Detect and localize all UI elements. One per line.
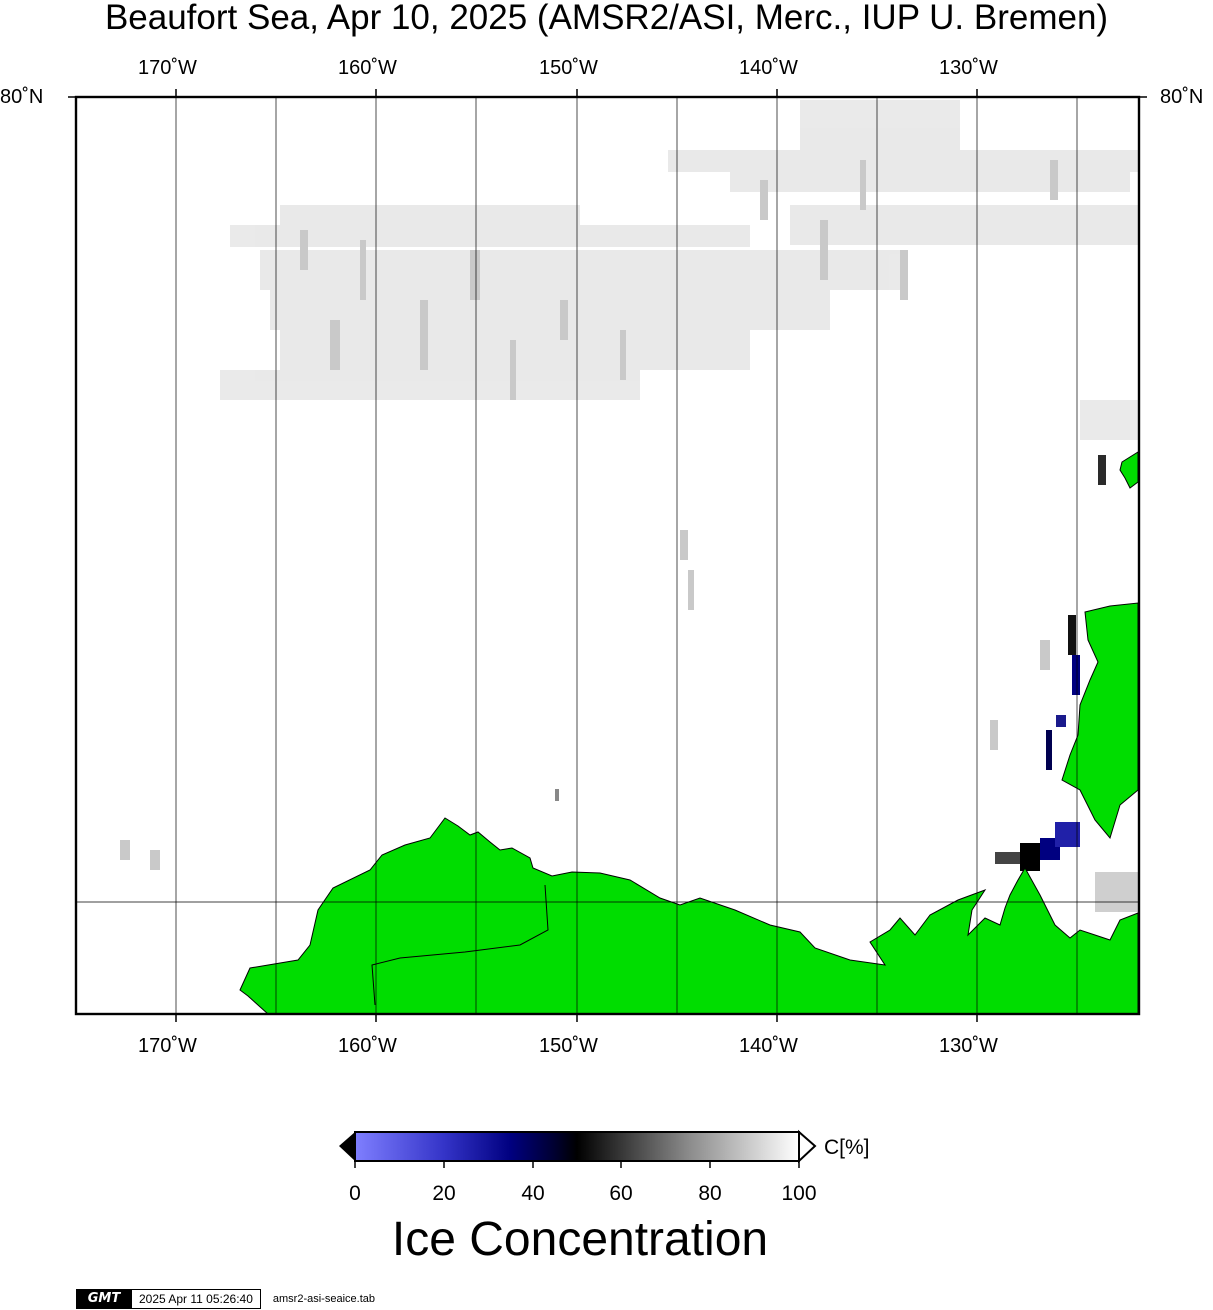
map-frame [74, 95, 1141, 1016]
graticule [76, 97, 1139, 1014]
colorbar-tick-100: 100 [781, 1182, 817, 1205]
colorbar-tick-60: 60 [609, 1182, 633, 1205]
ice-concentration-field [76, 97, 1140, 1014]
colorbar [339, 1129, 817, 1168]
colorbar-title: Ice Concentration [391, 1213, 769, 1266]
lon-label-top-160w: 160˚W [338, 57, 397, 79]
lon-label-bottom-140w: 140˚W [739, 1035, 798, 1057]
colorbar-tick-80: 80 [698, 1182, 722, 1205]
lon-label-top-150w: 150˚W [539, 57, 598, 79]
lon-label-top-130w: 130˚W [939, 57, 998, 79]
frame-ticks [68, 89, 1147, 1022]
lon-label-bottom-130w: 130˚W [939, 1035, 998, 1057]
lat-label-left-80n: 80˚N [0, 86, 44, 108]
colorbar-unit: C[%] [824, 1136, 870, 1159]
gmt-logo: GMT [76, 1289, 132, 1309]
lon-label-bottom-150w: 150˚W [539, 1035, 598, 1057]
colorbar-tick-40: 40 [521, 1182, 545, 1205]
lon-label-bottom-170w: 170˚W [138, 1035, 197, 1057]
lat-label-right-80n: 80˚N [1160, 86, 1204, 108]
river-line [371, 884, 549, 1006]
colorbar-tick-20: 20 [432, 1182, 456, 1205]
lon-label-bottom-160w: 160˚W [338, 1035, 397, 1057]
map-title: Beaufort Sea, Apr 10, 2025 (AMSR2/ASI, M… [104, 0, 1109, 37]
footer: GMT 2025 Apr 11 05:26:40 amsr2-asi-seaic… [76, 1289, 375, 1309]
colorbar-tick-0: 0 [349, 1182, 361, 1205]
timestamp: 2025 Apr 11 05:26:40 [132, 1289, 261, 1309]
lon-label-top-170w: 170˚W [138, 57, 197, 79]
land-mass [239, 451, 1139, 1015]
alaska-coast [239, 817, 1139, 1015]
source-filename: amsr2-asi-seaice.tab [272, 1293, 375, 1305]
lon-label-top-140w: 140˚W [739, 57, 798, 79]
